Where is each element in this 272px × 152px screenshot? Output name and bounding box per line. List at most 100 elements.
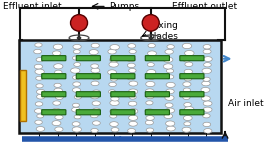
Circle shape — [55, 55, 64, 60]
Text: Effluent outlet: Effluent outlet — [172, 2, 237, 11]
Circle shape — [72, 122, 80, 126]
Circle shape — [111, 128, 119, 132]
FancyBboxPatch shape — [145, 92, 169, 97]
Circle shape — [145, 120, 153, 125]
Circle shape — [91, 68, 100, 73]
FancyBboxPatch shape — [180, 110, 204, 115]
Circle shape — [110, 122, 118, 126]
Circle shape — [203, 122, 211, 127]
Circle shape — [110, 57, 118, 62]
FancyBboxPatch shape — [111, 92, 135, 97]
Circle shape — [184, 107, 194, 112]
FancyBboxPatch shape — [42, 56, 66, 61]
Circle shape — [78, 37, 81, 39]
Circle shape — [166, 126, 175, 131]
Circle shape — [91, 56, 98, 60]
Circle shape — [202, 81, 210, 86]
Circle shape — [204, 57, 212, 61]
Circle shape — [184, 122, 191, 126]
FancyBboxPatch shape — [180, 92, 204, 97]
Circle shape — [35, 69, 44, 74]
Circle shape — [184, 103, 191, 107]
Circle shape — [147, 51, 156, 56]
Circle shape — [55, 70, 62, 74]
Circle shape — [54, 64, 63, 69]
Circle shape — [129, 68, 136, 73]
Circle shape — [163, 64, 173, 69]
Circle shape — [146, 116, 154, 120]
FancyBboxPatch shape — [76, 110, 100, 115]
Circle shape — [52, 108, 61, 113]
Circle shape — [91, 43, 99, 48]
Circle shape — [110, 114, 117, 118]
Polygon shape — [118, 137, 123, 140]
Circle shape — [183, 95, 190, 100]
Circle shape — [73, 82, 81, 86]
Circle shape — [146, 128, 154, 132]
Circle shape — [129, 109, 138, 114]
Circle shape — [148, 75, 155, 79]
Circle shape — [52, 51, 61, 56]
Ellipse shape — [142, 15, 159, 31]
Circle shape — [91, 64, 98, 68]
Circle shape — [163, 57, 173, 62]
Circle shape — [147, 63, 154, 67]
Circle shape — [91, 128, 98, 133]
FancyBboxPatch shape — [145, 110, 169, 115]
Circle shape — [89, 50, 98, 55]
Circle shape — [35, 109, 43, 113]
Circle shape — [73, 50, 80, 54]
Circle shape — [37, 114, 44, 118]
Circle shape — [127, 76, 134, 80]
Circle shape — [92, 108, 101, 113]
Circle shape — [109, 90, 116, 94]
Circle shape — [146, 101, 153, 105]
Circle shape — [165, 103, 173, 107]
Circle shape — [203, 45, 211, 49]
FancyBboxPatch shape — [111, 74, 135, 79]
Circle shape — [203, 114, 210, 118]
Circle shape — [36, 84, 43, 88]
FancyBboxPatch shape — [145, 74, 169, 79]
FancyBboxPatch shape — [180, 56, 204, 61]
Circle shape — [129, 95, 136, 99]
Circle shape — [92, 121, 100, 125]
Circle shape — [52, 121, 61, 126]
Circle shape — [37, 94, 45, 99]
FancyBboxPatch shape — [42, 110, 66, 115]
Circle shape — [126, 57, 135, 62]
Circle shape — [165, 49, 173, 54]
Circle shape — [203, 101, 212, 106]
Circle shape — [55, 115, 63, 119]
Circle shape — [201, 87, 210, 92]
Circle shape — [146, 89, 154, 94]
Circle shape — [90, 113, 98, 118]
FancyBboxPatch shape — [42, 74, 66, 79]
Circle shape — [109, 82, 116, 87]
Circle shape — [36, 76, 43, 80]
Circle shape — [203, 77, 210, 81]
Circle shape — [148, 43, 155, 48]
Circle shape — [74, 95, 82, 99]
Circle shape — [110, 100, 119, 105]
Circle shape — [145, 109, 154, 114]
Ellipse shape — [70, 15, 88, 31]
Circle shape — [108, 49, 116, 54]
Circle shape — [204, 129, 212, 133]
Circle shape — [52, 75, 60, 79]
Circle shape — [128, 44, 136, 48]
Circle shape — [74, 62, 81, 66]
Circle shape — [73, 44, 81, 49]
Circle shape — [129, 121, 137, 126]
Circle shape — [182, 43, 192, 49]
Circle shape — [55, 95, 63, 99]
Circle shape — [72, 88, 81, 92]
Circle shape — [74, 115, 81, 119]
Circle shape — [128, 101, 137, 106]
Circle shape — [109, 62, 118, 67]
Circle shape — [203, 49, 211, 54]
Circle shape — [54, 88, 63, 93]
FancyBboxPatch shape — [76, 92, 100, 97]
Text: Mixing
blades: Mixing blades — [148, 21, 178, 41]
FancyBboxPatch shape — [76, 56, 100, 61]
